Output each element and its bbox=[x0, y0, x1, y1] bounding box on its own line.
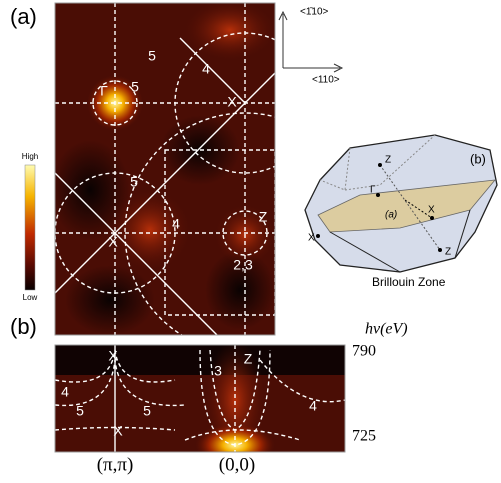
annotation: X bbox=[113, 423, 123, 439]
bz-point: X bbox=[308, 233, 315, 244]
annotation: 4 bbox=[61, 384, 69, 400]
annotation: X bbox=[227, 94, 237, 110]
annotation: 5 bbox=[130, 174, 138, 190]
annotation: 5 bbox=[143, 403, 151, 419]
annotation: 4 bbox=[309, 398, 317, 414]
annotation: 4 bbox=[172, 216, 180, 232]
bz-point: Z bbox=[445, 247, 451, 258]
bz-point: Γ bbox=[370, 185, 376, 196]
x-tick-label: (π,π) bbox=[97, 454, 134, 475]
y-tick-label: 790 bbox=[352, 343, 376, 360]
direction-axes bbox=[279, 12, 342, 72]
annotation: 3 bbox=[214, 363, 222, 379]
annotation: X bbox=[108, 348, 118, 364]
bz-caption: Brillouin Zone bbox=[372, 275, 446, 289]
colorbar-low: Low bbox=[23, 293, 38, 302]
annotation: 5 bbox=[76, 403, 84, 419]
y-tick-label: 725 bbox=[352, 428, 376, 445]
annotation: 2,3 bbox=[233, 257, 253, 273]
brillouin-zone bbox=[305, 135, 497, 272]
annotation: 5 bbox=[148, 48, 156, 64]
heatmap-b bbox=[55, 340, 345, 467]
panel-label: (b) bbox=[10, 314, 37, 339]
colorbar-high: High bbox=[22, 152, 38, 161]
colorbar bbox=[25, 165, 35, 290]
annotation: Z bbox=[244, 351, 253, 367]
bz-label: (b) bbox=[470, 151, 486, 166]
axis-label: <1̄10> bbox=[300, 7, 329, 18]
annotation: 5 bbox=[131, 79, 139, 95]
annotation: Γ bbox=[100, 83, 108, 99]
panel-label: (a) bbox=[10, 4, 37, 29]
x-tick-label: (0,0) bbox=[219, 454, 255, 475]
heatmap-a bbox=[50, 0, 365, 363]
annotation: 4 bbox=[202, 61, 210, 77]
axis-label: <110> bbox=[312, 75, 340, 86]
bz-point: Z bbox=[385, 155, 391, 166]
annotation: Z bbox=[259, 209, 268, 225]
y-axis-label: hν(eV) bbox=[365, 321, 408, 338]
bz-point: (a) bbox=[385, 210, 397, 221]
bz-point: X bbox=[428, 205, 435, 216]
figure: (a) High Low <1̄10> <110> (b) Z Γ X (a) X Z Br… bbox=[0, 0, 501, 478]
annotation: X bbox=[108, 234, 118, 250]
